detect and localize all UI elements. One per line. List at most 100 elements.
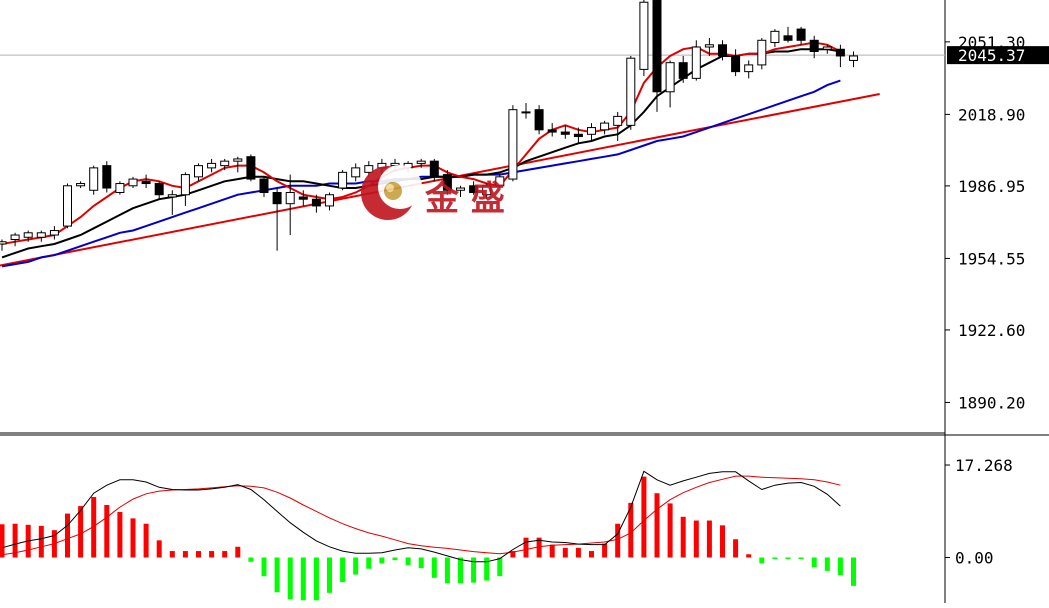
candle-body xyxy=(167,194,177,198)
macd-histogram-bar xyxy=(837,557,843,576)
candle xyxy=(731,49,741,77)
candle xyxy=(351,163,361,182)
watermark-text: 金 盛 xyxy=(424,179,505,219)
macd-histogram-bar xyxy=(313,557,319,601)
macd-histogram-bar xyxy=(182,551,188,558)
candle xyxy=(704,38,714,56)
macd-histogram-bar xyxy=(706,520,712,558)
watermark: 金 盛 xyxy=(361,165,505,220)
macd-histogram-bar xyxy=(458,557,463,584)
macd-histogram-bar xyxy=(300,557,306,601)
macd-histogram-bar xyxy=(851,557,856,586)
candle xyxy=(285,174,295,236)
macd-histogram-bar xyxy=(287,557,293,600)
candle-body xyxy=(508,109,518,180)
candle xyxy=(495,174,505,189)
price-tick-label: 1890.20 xyxy=(958,393,1025,412)
candle-body xyxy=(0,241,7,245)
candle-body xyxy=(731,55,741,73)
candle xyxy=(744,60,754,79)
candle xyxy=(10,232,20,247)
candle xyxy=(809,35,819,59)
macd-panel: 17.268 0.00 xyxy=(0,456,1013,601)
candle xyxy=(587,123,596,142)
candle xyxy=(691,40,701,81)
candle xyxy=(547,123,557,137)
candle-body xyxy=(678,62,688,79)
candle-body xyxy=(822,46,832,50)
candle-body xyxy=(311,198,321,207)
candle xyxy=(626,55,636,130)
macd-histogram-bar xyxy=(65,513,70,558)
price-tick-label: 1922.60 xyxy=(958,321,1025,340)
macd-histogram-bar xyxy=(733,539,739,558)
macd-histogram-bar xyxy=(549,544,555,558)
candle-body xyxy=(691,46,701,79)
candle-body xyxy=(573,133,583,138)
macd-histogram-bar xyxy=(641,476,647,558)
candle xyxy=(456,185,465,197)
candle xyxy=(259,176,269,197)
macd-tick-label: 0.00 xyxy=(955,548,994,567)
macd-histogram-bar xyxy=(497,557,503,577)
candle-body xyxy=(665,62,675,93)
candle xyxy=(325,192,334,211)
candle-body xyxy=(338,171,348,189)
candle xyxy=(246,154,256,182)
macd-tick-label: 17.268 xyxy=(955,456,1013,475)
candle-body xyxy=(364,165,374,173)
candle xyxy=(482,183,492,200)
candle xyxy=(783,26,793,43)
macd-histogram-bar xyxy=(720,525,725,558)
macd-histogram-bar xyxy=(431,557,437,578)
candle xyxy=(652,0,662,112)
candle-body xyxy=(207,162,217,169)
macd-histogram-bar xyxy=(12,523,18,558)
candle-body xyxy=(351,167,361,178)
candle xyxy=(63,183,72,229)
macd-histogram-bar xyxy=(392,557,398,561)
macd-histogram-bar xyxy=(589,551,594,558)
candle xyxy=(508,105,518,182)
macd-histogram-bar xyxy=(261,557,267,577)
macd-histogram-bar xyxy=(156,540,162,558)
candle xyxy=(521,102,531,119)
candle xyxy=(429,158,439,182)
candle xyxy=(233,156,243,173)
candle xyxy=(573,127,583,144)
candle xyxy=(141,174,151,189)
macd-histogram-bar xyxy=(353,557,359,575)
candle-body xyxy=(796,28,806,41)
candle xyxy=(76,181,86,189)
jinsheng-logo-icon xyxy=(361,165,422,220)
candle xyxy=(849,51,858,68)
candle xyxy=(115,181,125,195)
candle-body xyxy=(325,194,334,207)
macd-histogram-bar xyxy=(405,557,411,565)
macd-histogram-bar xyxy=(418,557,424,569)
candle xyxy=(600,120,610,135)
candle xyxy=(23,230,33,242)
candle-body xyxy=(272,191,282,205)
candle xyxy=(194,163,203,182)
macd-histogram-bar xyxy=(667,503,673,558)
macd-histogram-bar xyxy=(274,557,280,593)
macd-histogram-bar xyxy=(78,506,84,558)
candle xyxy=(469,181,479,195)
macd-histogram-bar xyxy=(471,557,477,583)
macd-histogram-bar xyxy=(235,546,241,558)
candle-body xyxy=(770,30,780,44)
macd-histogram-bar xyxy=(575,547,581,558)
candle-body xyxy=(298,196,308,200)
candle xyxy=(770,29,780,48)
macd-histogram-bar xyxy=(91,496,97,558)
macd-histogram-bar xyxy=(680,516,686,558)
candle-body xyxy=(495,176,505,187)
candle-body xyxy=(600,122,610,131)
candle xyxy=(822,44,832,54)
macd-histogram-bar xyxy=(615,523,621,558)
macd-histogram-bar xyxy=(222,551,228,558)
macd-histogram-bar xyxy=(746,554,752,558)
candle-body xyxy=(220,160,230,167)
